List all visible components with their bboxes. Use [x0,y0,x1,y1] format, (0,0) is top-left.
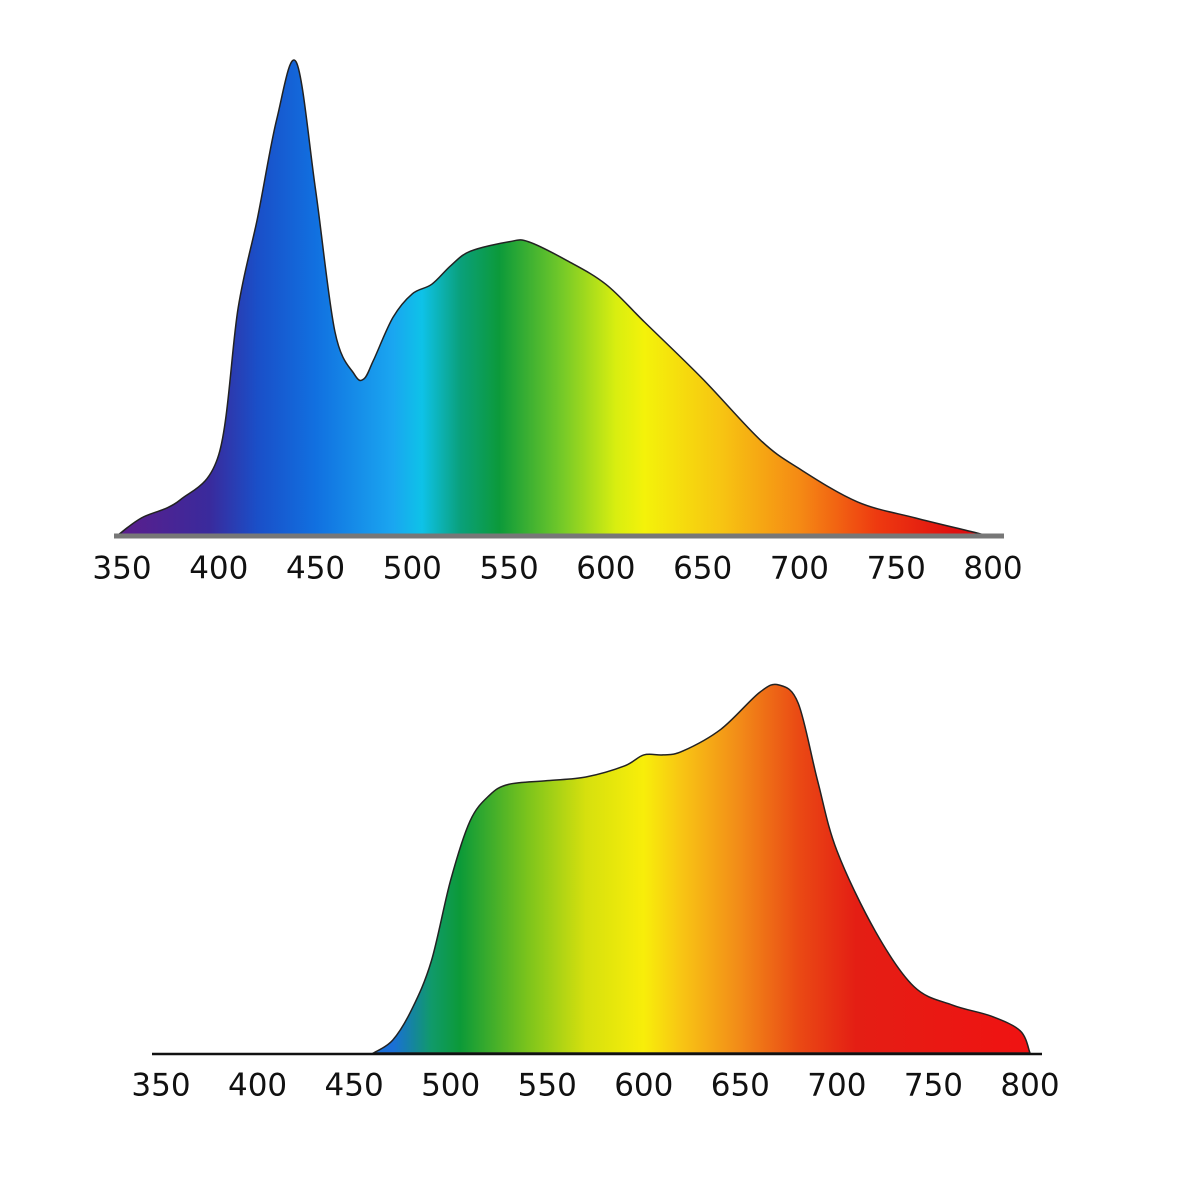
spectrum-chart: 350 400 450 500 550 600 650 700 750 800 [131,683,1060,1104]
x-tick-label: 550 [518,1068,577,1104]
x-tick-label: 800 [963,551,1022,587]
x-tick-label: 450 [325,1068,384,1104]
x-tick-label: 350 [131,1068,190,1104]
spectrum-area [115,59,984,536]
x-tick-label: 600 [576,551,635,587]
x-tick-label: 600 [614,1068,673,1104]
x-tick-label: 750 [904,1068,963,1104]
x-tick-label: 650 [711,1068,770,1104]
x-tick-label: 450 [286,551,345,587]
spectrum-chart: 350 400 450 500 550 600 650 700 750 800 [92,59,1023,587]
x-tick-label: 800 [1000,1068,1059,1104]
x-tick-label: 350 [92,551,151,587]
x-tick-label: 750 [867,551,926,587]
x-tick-label: 500 [421,1068,480,1104]
x-tick-label: 550 [480,551,539,587]
x-tick-label: 400 [189,551,248,587]
x-tick-label: 400 [228,1068,287,1104]
x-tick-label: 650 [673,551,732,587]
x-tick-label: 700 [807,1068,866,1104]
x-tick-label: 700 [770,551,829,587]
x-tick-label: 500 [383,551,442,587]
spectrum-area [370,683,1032,1054]
